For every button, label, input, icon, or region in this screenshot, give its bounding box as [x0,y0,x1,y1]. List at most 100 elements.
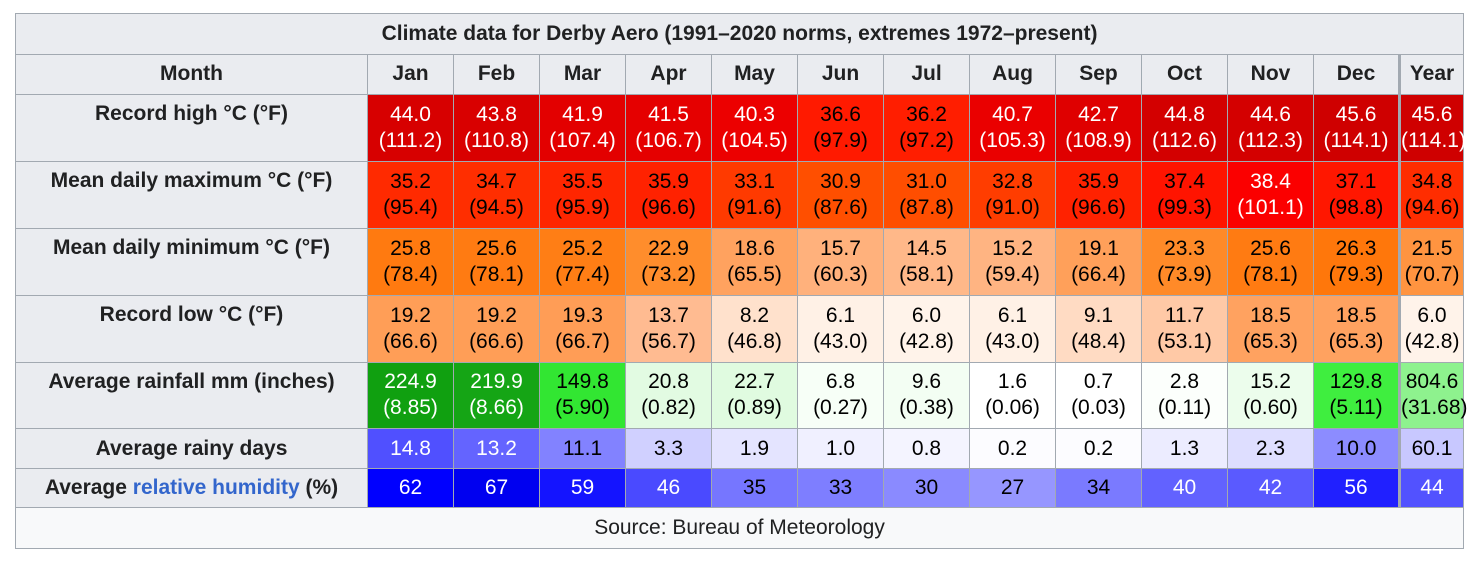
cell-value-imperial: (8.85) [383,396,438,420]
month-header-dec: Dec [1313,53,1400,96]
cell-value: 6.1 [997,303,1028,327]
cell-value-imperial: (94.6) [1404,195,1460,219]
cell-value: 38.4 [1250,169,1291,193]
cell-mean-max-oct: 37.4 (99.3) [1141,160,1228,229]
cell-value-imperial: (0.06) [985,396,1040,420]
cell-mean-min-may: 18.6 (65.5) [711,227,798,296]
cell-value: 45.6 [1411,102,1453,126]
cell-rainfall-year: 804.6 (31.68) [1397,361,1468,430]
cell-value: 25.6 [1250,236,1291,260]
cell-humidity-sep: 34 [1055,467,1142,509]
cell-record-high-apr: 41.5 (106.7) [625,94,712,162]
month-header-sep: Sep [1055,53,1142,96]
cell-humidity-apr: 46 [625,467,712,509]
cell-mean-min-mar: 25.2 (77.4) [539,227,626,296]
cell-value: 33 [828,476,853,500]
cell-value-imperial: (114.1) [1323,128,1389,152]
cell-value: 1.9 [739,436,770,460]
cell-mean-max-dec: 37.1 (98.8) [1313,160,1400,229]
relative-humidity-link[interactable]: relative humidity [132,476,300,500]
cell-value: 2.8 [1169,370,1200,394]
cell-value-imperial: (5.90) [555,396,610,420]
cell-value: 44.6 [1250,102,1291,126]
cell-humidity-nov: 42 [1227,467,1314,509]
cell-value: 34.7 [476,169,517,193]
cell-value: 129.8 [1329,370,1383,394]
cell-value: 6.0 [1417,303,1447,327]
cell-value: 35 [742,476,767,500]
cell-mean-min-apr: 22.9 (73.2) [625,227,712,296]
cell-rainy-days-jan: 14.8 [367,428,454,469]
cell-value: 224.9 [384,370,437,394]
month-header-apr: Apr [625,53,712,96]
cell-value-imperial: (66.4) [1071,262,1126,286]
cell-record-high-jan: 44.0 (111.2) [367,94,454,162]
cell-humidity-mar: 59 [539,467,626,509]
cell-mean-max-may: 33.1 (91.6) [711,160,798,229]
cell-value-imperial: (106.7) [635,128,702,152]
cell-record-high-mar: 41.9 (107.4) [539,94,626,162]
cell-record-low-mar: 19.3 (66.7) [539,294,626,363]
cell-value-imperial: (8.66) [469,396,524,420]
cell-rainy-days-feb: 13.2 [453,428,540,469]
cell-value: 19.2 [476,303,517,327]
cell-value-imperial: (42.8) [1404,329,1460,353]
cell-value-imperial: (66.6) [383,329,438,353]
cell-value-imperial: (73.9) [1157,262,1212,286]
cell-value: 35.9 [648,169,689,193]
month-header-mar: Mar [539,53,626,96]
row-mean-max: Mean daily maximum °C (°F) 35.2 (95.4) 34.7… [15,160,1465,229]
row-humidity: Average relative humidity (%) 62 67 59 46 35 3… [15,467,1465,509]
cell-value-imperial: (0.38) [899,396,954,420]
cell-value-imperial: (58.1) [899,262,954,286]
cell-value: 0.7 [1083,370,1114,394]
cell-value-imperial: (96.6) [1071,195,1126,219]
cell-value: 26.3 [1335,236,1377,260]
cell-value: 11.1 [562,436,603,460]
cell-value-imperial: (0.60) [1243,396,1298,420]
cell-rainfall-oct: 2.8 (0.11) [1141,361,1228,430]
cell-rainfall-sep: 0.7 (0.03) [1055,361,1142,430]
climate-table: Climate data for Derby Aero (1991–2020 n… [14,13,1468,549]
cell-value-imperial: (65.3) [1328,329,1384,353]
cell-mean-min-jul: 14.5 (58.1) [883,227,970,296]
cell-mean-min-aug: 15.2 (59.4) [969,227,1056,296]
cell-value: 0.2 [1083,436,1114,460]
cell-value-imperial: (0.03) [1071,396,1126,420]
cell-value: 10.0 [1335,436,1377,460]
cell-value: 41.5 [648,102,689,126]
cell-value: 46 [656,476,681,500]
cell-value: 22.9 [648,236,689,260]
cell-record-low-jun: 6.1 (43.0) [797,294,884,363]
month-header-year: Year [1397,53,1465,96]
cell-value-imperial: (0.27) [813,396,868,420]
cell-value: 30 [914,476,939,500]
cell-rainy-days-mar: 11.1 [539,428,626,469]
cell-value: 60.1 [1411,436,1453,460]
cell-value: 44.8 [1164,102,1205,126]
cell-value: 44.0 [390,102,431,126]
cell-value: 20.8 [648,370,689,394]
cell-record-high-year: 45.6 (114.1) [1397,94,1466,162]
cell-value-imperial: (42.8) [899,329,954,353]
cell-record-low-apr: 13.7 (56.7) [625,294,712,363]
month-header-nov: Nov [1227,53,1314,96]
cell-value: 1.6 [997,370,1028,394]
cell-value: 40 [1172,476,1197,500]
cell-record-high-feb: 43.8 (110.8) [453,94,540,162]
cell-value: 23.3 [1164,236,1205,260]
cell-value-imperial: (43.0) [813,329,868,353]
month-header-jan: Jan [367,53,454,96]
cell-value: 25.6 [476,236,517,260]
cell-value: 31.0 [906,169,947,193]
cell-mean-max-jul: 31.0 (87.8) [883,160,970,229]
cell-record-low-feb: 19.2 (66.6) [453,294,540,363]
row-label-prefix: Average [44,476,133,500]
cell-value: 41.9 [562,102,603,126]
cell-record-low-nov: 18.5 (65.3) [1227,294,1314,363]
cell-value: 0.8 [911,436,942,460]
cell-value-imperial: (97.9) [813,128,868,152]
month-header-jul: Jul [883,53,970,96]
row-mean-min: Mean daily minimum °C (°F) 25.8 (78.4) 25.6… [15,227,1465,296]
cell-value-imperial: (91.6) [727,195,782,219]
